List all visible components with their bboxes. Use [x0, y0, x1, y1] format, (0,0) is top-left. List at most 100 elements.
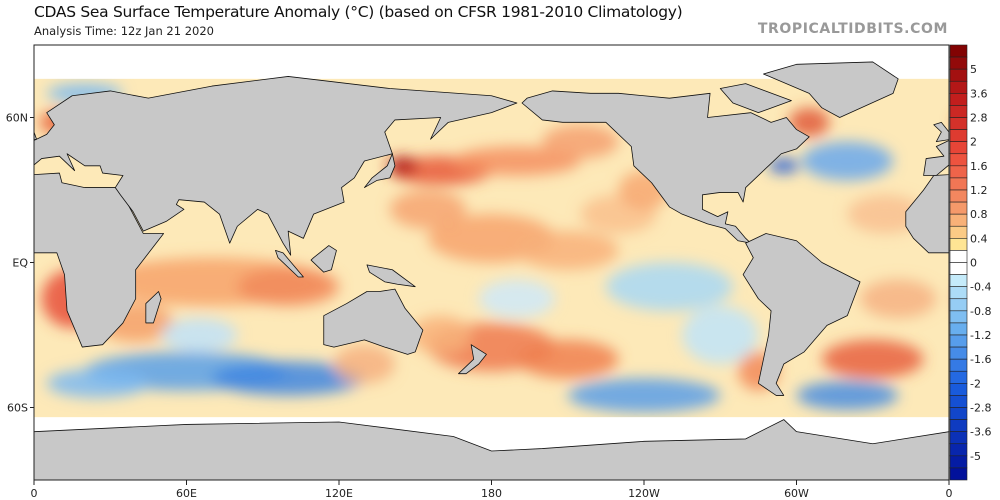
colorbar-band [949, 225, 968, 239]
colorbar-band [949, 165, 968, 179]
land-sumatra [275, 250, 304, 278]
colorbar-band [949, 189, 968, 203]
anomaly-patch [801, 141, 894, 181]
colorbar-label: 2.8 [970, 112, 988, 125]
colorbar-label: -2 [970, 377, 981, 390]
land-eurasia [34, 76, 518, 256]
colorbar-band [949, 334, 968, 348]
colorbar-band [949, 68, 968, 82]
colorbar-band [949, 80, 968, 94]
land-northamerica [521, 90, 810, 244]
land-greenland [763, 61, 899, 118]
colorbar-label: 0.8 [970, 208, 988, 221]
colorbar-band [949, 238, 968, 251]
anomaly-patch [542, 124, 619, 159]
land-eurasia [923, 140, 949, 176]
colorbar-label: 5 [970, 63, 977, 76]
land-africa [34, 172, 165, 348]
colorbar-band [949, 117, 968, 130]
colorbar-label: -1.2 [970, 329, 991, 342]
anomaly-patch [788, 107, 830, 137]
lon-label: 60E [176, 487, 197, 500]
anomaly-patch [237, 267, 339, 307]
anomaly-patch [46, 368, 149, 398]
land-antarctica [34, 419, 949, 480]
anomaly-patch [516, 231, 619, 270]
land-africa [905, 174, 949, 254]
land-baffin [719, 83, 792, 114]
colorbar-band [949, 322, 968, 336]
colorbar-band [949, 286, 968, 300]
colorbar-band [949, 105, 968, 118]
colorbar-band [949, 419, 968, 432]
colorbar-label: -3.6 [970, 426, 991, 439]
colorbar-band [949, 455, 968, 469]
anomaly-patch [0, 279, 21, 318]
colorbar-label: -0.4 [970, 281, 991, 294]
colorbar-band [949, 383, 968, 396]
lon-label: 0 [31, 487, 38, 500]
colorbar-label: 2 [970, 136, 977, 149]
colorbar-label: 3.6 [970, 87, 988, 100]
anomaly-patch [847, 194, 924, 234]
colorbar-band [949, 274, 968, 287]
colorbar-band [949, 141, 968, 155]
anomaly-patch [161, 318, 238, 352]
land-newzealand [458, 344, 487, 375]
anomaly-patch [387, 156, 418, 176]
colorbar-band [949, 44, 968, 58]
anomaly-patch [211, 361, 365, 396]
anomaly-patch [0, 195, 9, 234]
anomaly-patch [478, 279, 556, 319]
anomaly-patch [605, 262, 733, 311]
lon-label: 0 [946, 487, 953, 500]
colorbar-band [949, 346, 968, 360]
lon-label: 120W [628, 487, 660, 500]
colorbar-band [949, 431, 968, 445]
colorbar-band [949, 358, 968, 372]
land-masses [34, 61, 949, 480]
anomaly-patch [516, 339, 619, 379]
colorbar-band [949, 467, 968, 481]
anomaly-patch [796, 380, 899, 410]
colorbar-band [949, 262, 968, 275]
colorbar-label: 0 [970, 257, 977, 270]
colorbar-band [949, 153, 968, 167]
anomaly-patch [860, 279, 937, 319]
colorbar-label: 1.6 [970, 160, 988, 173]
colorbar-label: 0.4 [970, 232, 988, 245]
lat-label: 60N [6, 112, 28, 125]
land-uk [34, 131, 37, 141]
lat-label: EQ [12, 257, 28, 270]
land-madagascar [145, 291, 162, 324]
land-southamerica [742, 233, 861, 396]
anomaly-patch [768, 158, 800, 174]
colorbar-label: -5 [970, 450, 981, 463]
land-australia [323, 288, 424, 355]
land-borneo [310, 245, 337, 273]
colorbar: 5 3.6 2.8 2 1.6 1.2 0.8 0.4 0 -0.4 -0.8 -1.2 -1.6 -2 -… [949, 44, 991, 481]
map-title: CDAS Sea Surface Temperature Anomaly (°C… [34, 3, 683, 21]
colorbar-label: -1.6 [970, 353, 991, 366]
colorbar-band [949, 310, 968, 324]
colorbar-band [949, 395, 968, 408]
anomaly-patch [0, 340, 9, 379]
land-uk [933, 121, 949, 143]
anomaly-patch [333, 344, 395, 384]
analysis-time: Analysis Time: 12z Jan 21 2020 [34, 24, 214, 38]
colorbar-band [949, 93, 968, 106]
lon-label: 60W [784, 487, 809, 500]
lon-label: 120E [325, 487, 353, 500]
anomaly-patch [453, 146, 581, 176]
anomaly-patch [410, 315, 472, 355]
colorbar-band [949, 370, 968, 384]
land-newguinea [366, 264, 416, 288]
colorbar-band [949, 213, 968, 227]
colorbar-band [949, 407, 968, 420]
anomaly-patch [682, 305, 759, 365]
colorbar-band [949, 177, 968, 191]
watermark: TROPICALTIDBITS.COM [757, 21, 948, 37]
anomaly-patch [389, 189, 467, 229]
